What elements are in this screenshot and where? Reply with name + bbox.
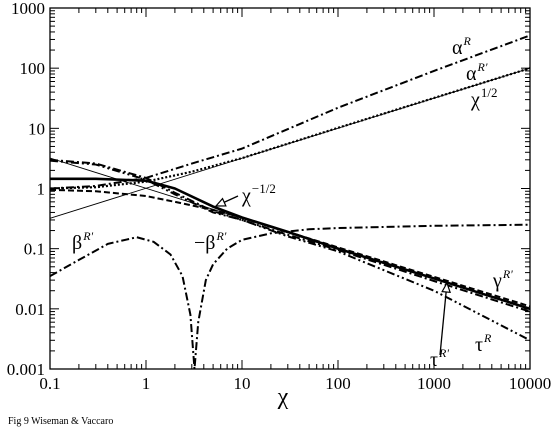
curve-label: β: [72, 232, 82, 254]
axis-tick-labels: 0.1 1 10 100 1000 10000 0.001 0.01 0.1 1 10 100 1000: [7, 0, 552, 393]
curve-label-superscript: R: [462, 34, 471, 48]
curve-label-superscript: R': [502, 267, 513, 281]
y-tick-label: 100: [20, 59, 46, 78]
curve-label: χ: [470, 89, 480, 111]
series-line: [49, 67, 531, 219]
y-tick-label: 1000: [11, 0, 45, 18]
x-tick-label: 1: [142, 374, 151, 393]
y-tick-label: 0.1: [24, 240, 45, 259]
arrow-head: [441, 281, 451, 294]
curve-label: χ: [241, 185, 251, 207]
x-tick-label: 1000: [417, 374, 451, 393]
curve-label: τ: [430, 349, 438, 371]
x-tick-label: 10000: [509, 374, 552, 393]
arrow-head: [214, 197, 227, 207]
curve-label: γ: [492, 270, 502, 292]
series-line: [49, 34, 531, 190]
x-tick-label: 100: [325, 374, 351, 393]
y-tick-label: 10: [28, 119, 45, 138]
data-series: [49, 34, 531, 370]
series-line: [49, 159, 531, 342]
curve-label-superscript: R': [82, 229, 93, 243]
plot-frame: [49, 7, 531, 370]
curve-label-superscript: −1/2: [252, 181, 276, 196]
y-tick-label: 0.01: [15, 300, 45, 319]
figure-caption: Fig 9 Wiseman & Vaccaro: [8, 416, 114, 427]
curve-label-superscript: R': [476, 60, 487, 74]
curve-label: α: [452, 37, 463, 59]
curve-label-superscript: 1/2: [481, 85, 498, 100]
axis-ticks: [49, 8, 530, 370]
annotation-arrow: [439, 282, 448, 356]
series-line: [49, 67, 531, 190]
x-tick-label: 10: [234, 374, 251, 393]
curve-label: α: [466, 63, 477, 85]
curve-label: −β: [194, 232, 215, 254]
series-line: [50, 177, 531, 311]
series-line: [49, 223, 531, 370]
curve-annotations: α Rα R'χ 1/2χ −1/2β R' −β R'γ R'τ R' τ R: [72, 34, 513, 371]
curve-label-superscript: R: [483, 331, 492, 345]
log-log-chart: 0.1 1 10 100 1000 10000 0.001 0.01 0.1 1 10 100 1000…: [7, 0, 552, 410]
curve-label-superscript: R': [438, 346, 449, 360]
curve-label: τ: [475, 334, 483, 356]
y-tick-label: 0.001: [7, 360, 45, 379]
x-tick-label: 0.1: [39, 374, 60, 393]
curve-label-superscript: R': [215, 229, 226, 243]
series-line: [49, 188, 531, 308]
annotation-arrows: [214, 195, 451, 356]
series-line: [49, 158, 531, 313]
x-axis-label: χ: [277, 384, 289, 410]
y-tick-label: 1: [37, 180, 46, 199]
